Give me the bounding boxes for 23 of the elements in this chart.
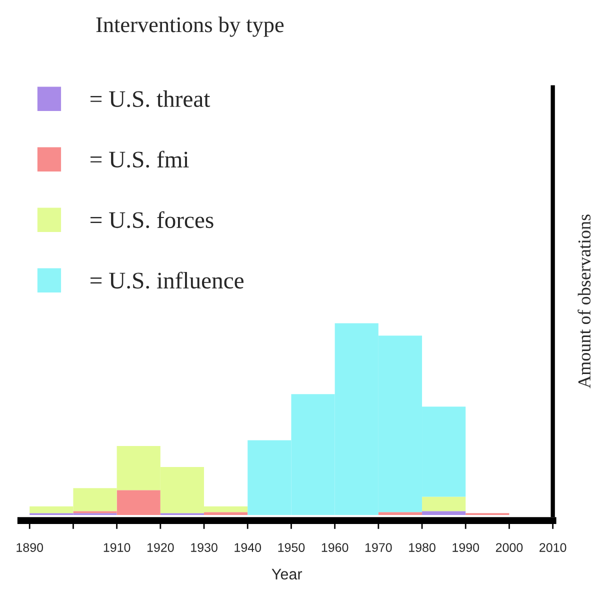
x-tick-label: 1890 <box>16 543 44 552</box>
x-tick-label: 2000 <box>496 543 523 552</box>
chart-title: Interventions by type <box>96 16 284 37</box>
x-tick-label: 1980 <box>409 543 436 552</box>
bar <box>204 512 248 515</box>
x-tick-label: 1990 <box>452 543 480 552</box>
x-tick-label: 2010 <box>540 543 566 552</box>
legend-label: = U.S. fmi <box>90 150 189 168</box>
legend-label: = U.S. forces <box>90 211 214 228</box>
x-tick-label: 1960 <box>322 543 348 552</box>
bar <box>422 496 466 512</box>
x-tick-label: 1970 <box>365 543 392 552</box>
y-axis-title: Amount of observations <box>578 214 591 388</box>
x-tick-label: 1940 <box>234 543 262 552</box>
bar <box>378 512 422 515</box>
x-tick-label: 1930 <box>191 543 218 552</box>
legend-label: = U.S. threat <box>90 90 210 108</box>
legend-label: = U.S. influence <box>90 272 244 289</box>
x-tick-label: 1920 <box>147 543 174 552</box>
x-tick-label: 1910 <box>104 543 130 552</box>
bar <box>422 511 466 515</box>
x-axis-title: Year <box>272 568 302 580</box>
x-tick-label: 1950 <box>278 543 305 552</box>
